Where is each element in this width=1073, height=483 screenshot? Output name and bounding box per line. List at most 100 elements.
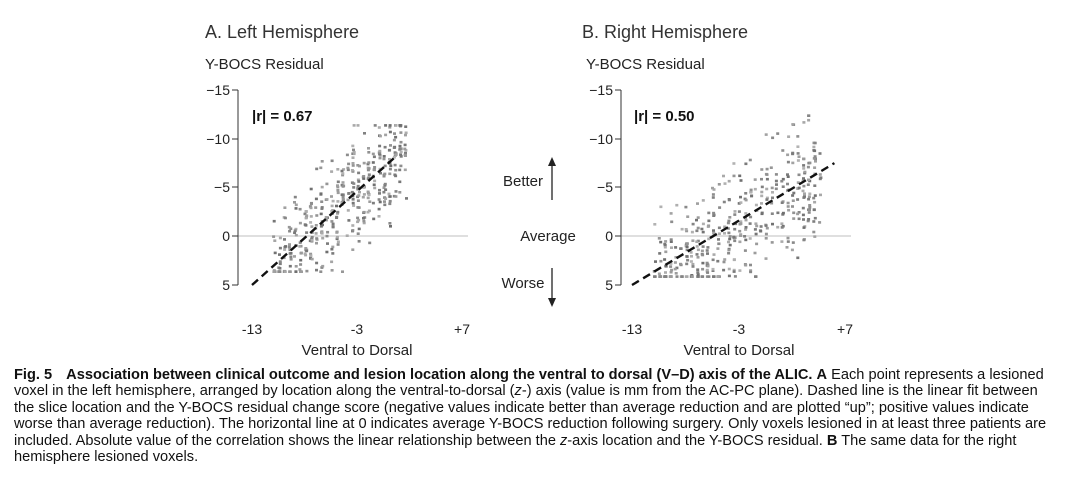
data-point [701,222,705,226]
data-point [812,220,816,223]
data-point [711,196,715,199]
data-point [315,241,318,245]
data-point [802,184,806,188]
data-point [690,255,693,258]
data-point [696,248,700,252]
data-point [351,224,355,227]
data-point [356,124,360,127]
data-point [781,177,785,181]
data-point [776,225,780,229]
data-point [388,222,392,225]
data-point [310,239,314,242]
data-point [404,154,407,157]
data-point [330,170,334,173]
data-point [744,212,748,215]
data-point [298,245,302,248]
panel-a-ytick-label: −5 [214,179,230,195]
data-point [786,236,790,240]
data-point [780,179,784,183]
data-point [331,222,335,226]
data-point [394,168,398,172]
data-point [356,232,360,235]
data-point [813,200,817,204]
data-point [753,251,757,255]
data-point [717,226,721,230]
data-point [404,149,408,152]
data-point [701,199,705,202]
data-point [771,136,775,140]
figure-panels: A. Left Hemisphere Y-BOCS Residual −15 −… [205,22,853,359]
data-point [289,252,293,255]
data-point [384,133,388,137]
data-point [669,262,673,265]
panel-a-ytick-label: −10 [206,131,230,147]
data-point [362,193,366,196]
data-point [341,195,345,199]
data-point [737,210,741,213]
data-point [722,174,725,178]
data-point [367,193,371,197]
data-point [796,198,800,201]
data-point [351,229,355,232]
data-point [351,156,355,159]
data-point [331,252,335,255]
data-point [392,138,396,142]
data-point [350,190,354,194]
data-point [356,178,360,182]
data-point [659,259,663,263]
data-point [283,248,287,251]
data-point [728,243,732,247]
data-point [308,239,312,243]
data-point [685,262,689,266]
data-point [669,275,672,278]
data-point [388,158,391,161]
data-point [330,195,333,198]
data-point [781,185,785,188]
data-point [394,153,398,156]
data-point [807,211,811,214]
data-point [351,201,355,205]
data-point [711,258,715,262]
data-point [325,234,329,238]
data-point [371,161,375,164]
data-point [679,247,683,250]
data-point [712,229,715,232]
data-point [309,215,313,218]
data-point [792,211,796,215]
data-point [273,251,277,255]
data-point [739,201,743,204]
data-point [341,270,344,273]
data-point [388,130,392,134]
data-point [293,229,297,232]
data-point [685,229,689,233]
data-point [701,230,705,234]
caption-fig-label: Fig. 5 [14,367,53,383]
data-point [288,229,292,233]
data-point [732,270,736,273]
data-point [320,200,324,203]
data-point [357,240,361,243]
data-point [813,216,817,220]
data-point [394,124,398,127]
data-point [356,216,360,220]
data-point [786,160,790,164]
data-point [336,191,340,195]
data-point [298,268,302,271]
data-point [335,204,338,208]
data-point [372,168,376,172]
data-point [341,197,345,201]
data-point [336,185,340,189]
data-point [351,144,355,148]
data-point [373,186,377,190]
data-point [293,255,296,258]
data-point [802,157,806,161]
data-point [732,268,736,272]
data-point [744,263,748,267]
caption-panel-a-text: -axis location and the Y-BOCS residual. [567,432,827,449]
data-point [722,268,726,272]
data-point [701,267,705,271]
caption-panel-a-text: -) axis (value is mm from the AC-PC plan… [14,383,1047,449]
data-point [744,228,748,231]
data-point [287,245,291,249]
data-point [362,177,366,180]
